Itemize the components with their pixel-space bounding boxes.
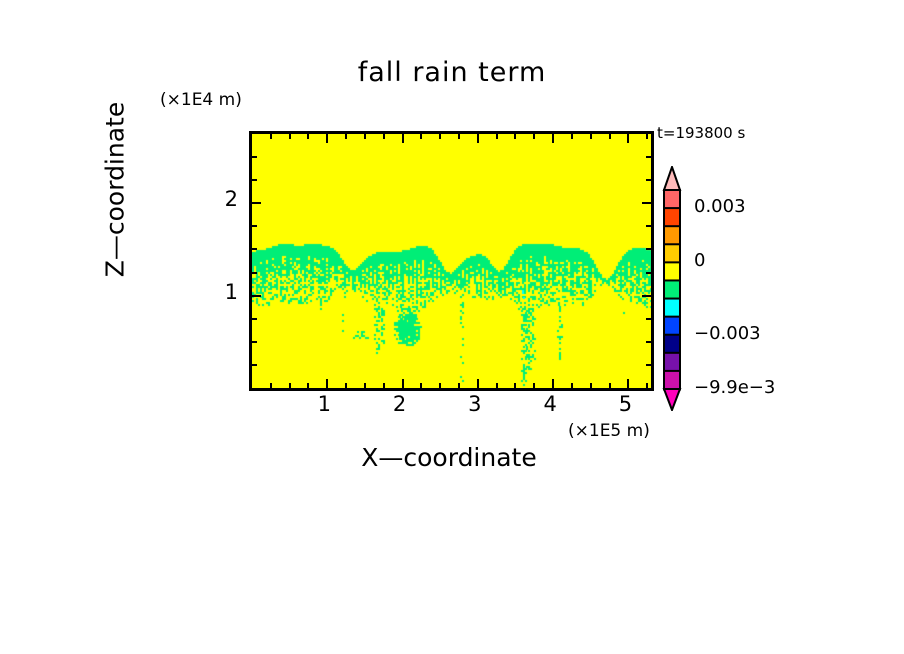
x-tick-top [458, 134, 461, 139]
y-tick [252, 156, 257, 159]
x-tick [533, 383, 536, 388]
y-tick [252, 317, 257, 320]
x-tick-top [552, 134, 555, 143]
x-tick-label: 3 [468, 392, 482, 416]
x-tick [589, 383, 592, 388]
x-tick-top [307, 134, 310, 139]
x-tick [458, 383, 461, 388]
x-tick-top [608, 134, 611, 139]
y-tick-right [646, 248, 651, 251]
x-tick-top [533, 134, 536, 139]
y-tick [252, 179, 257, 182]
colorbar-band-6 [663, 297, 681, 319]
colorbar-label-low: −0.003 [694, 322, 761, 344]
x-tick [363, 383, 366, 388]
x-tick-top [269, 134, 272, 139]
x-tick [646, 383, 649, 388]
y-tick-right [642, 202, 651, 205]
y-tick [252, 294, 261, 297]
x-axis-title: X—coordinate [361, 443, 537, 472]
colorbar-label-min: −9.9e−3 [694, 377, 776, 398]
x-tick-top [382, 134, 385, 139]
x-tick-label: 1 [317, 392, 331, 416]
x-tick-top [589, 134, 592, 139]
y-tick-right [646, 225, 651, 228]
plot-area [249, 131, 654, 391]
x-tick [570, 383, 573, 388]
colorbar-label-zero: 0 [694, 250, 706, 272]
colorbar-band-2 [663, 225, 681, 246]
x-tick-top [646, 134, 649, 139]
colorbar-band-1 [663, 207, 681, 228]
y-tick [252, 340, 257, 343]
y-tick-right [642, 294, 651, 297]
x-tick [495, 383, 498, 388]
x-tick [269, 383, 272, 388]
x-tick [608, 383, 611, 388]
x-tick-top [514, 134, 517, 139]
x-tick-top [326, 134, 329, 143]
x-tick [307, 383, 310, 388]
x-axis-unit-label: (×1E5 m) [568, 421, 650, 441]
x-tick-top [401, 134, 404, 143]
y-tick-right [646, 271, 651, 274]
y-tick-right [646, 179, 651, 182]
x-tick [326, 379, 329, 388]
x-tick [345, 383, 348, 388]
x-tick-top [570, 134, 573, 139]
colorbar-band-5 [663, 279, 681, 300]
colorbar-label-high: 0.003 [694, 196, 746, 218]
y-tick-right [646, 156, 651, 159]
colorbar-svg [662, 166, 682, 411]
colorbar-band-8 [663, 333, 681, 355]
y-tick [252, 225, 257, 228]
y-tick-right [646, 363, 651, 366]
x-tick-top [476, 134, 479, 143]
x-tick [627, 379, 630, 388]
y-tick [252, 248, 257, 251]
x-tick [420, 383, 423, 388]
colorbar-band-7 [663, 315, 681, 337]
x-tick [439, 383, 442, 388]
y-tick-right [646, 340, 651, 343]
colorbar-band-10 [663, 369, 681, 391]
z-axis-unit-label: (×1E4 m) [160, 90, 242, 110]
colorbar-over-arrow [662, 166, 682, 191]
x-tick-label: 5 [618, 392, 633, 416]
x-tick-top [420, 134, 423, 139]
x-tick-top [345, 134, 348, 139]
y-tick-label: 1 [224, 279, 238, 304]
x-tick-top [439, 134, 442, 139]
x-tick-top [363, 134, 366, 139]
x-tick [476, 379, 479, 388]
timestamp-label: t=193800 s [657, 124, 746, 142]
colorbar-band-0 [663, 189, 681, 210]
colorbar-band-4 [663, 261, 681, 282]
y-tick [252, 271, 257, 274]
x-tick [514, 383, 517, 388]
y-tick-label: 2 [224, 187, 238, 212]
x-tick-label: 2 [392, 392, 407, 416]
x-tick [552, 379, 555, 388]
colorbar-band-3 [663, 243, 681, 264]
x-tick [382, 383, 385, 388]
colorbar-band-9 [663, 351, 681, 373]
x-tick [401, 379, 404, 388]
colorbar [661, 166, 683, 411]
x-tick-top [627, 134, 630, 143]
colorbar-under-arrow [662, 388, 682, 411]
x-tick-label: 4 [543, 392, 557, 416]
contour-field-canvas [252, 134, 651, 388]
x-tick [288, 383, 291, 388]
page-title: fall rain term [357, 57, 547, 88]
x-tick-top [495, 134, 498, 139]
y-axis-title: Z—coordinate [100, 101, 130, 278]
y-tick-right [646, 317, 651, 320]
y-tick [252, 363, 257, 366]
x-tick-top [288, 134, 291, 139]
y-tick [252, 202, 261, 205]
